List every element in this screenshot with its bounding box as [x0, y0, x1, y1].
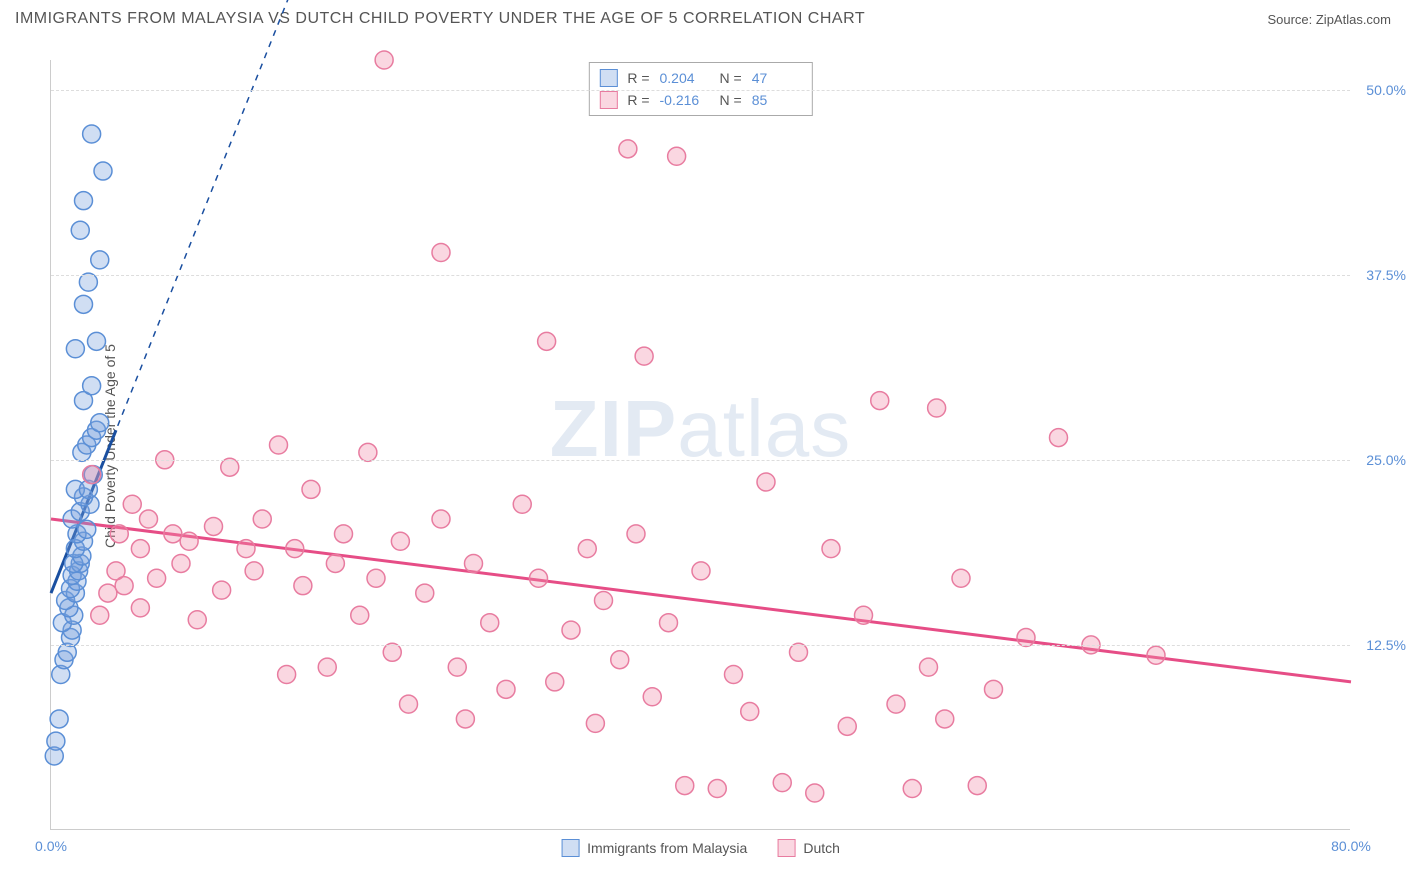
legend-row-dutch: R = -0.216 N = 85: [599, 89, 801, 111]
legend-swatch-malaysia: [599, 69, 617, 87]
chart-title: IMMIGRANTS FROM MALAYSIA VS DUTCH CHILD …: [15, 10, 865, 28]
legend-label-malaysia: Immigrants from Malaysia: [587, 840, 747, 856]
x-tick-label: 0.0%: [35, 838, 67, 854]
x-tick-label: 80.0%: [1331, 838, 1371, 854]
y-tick-label: 50.0%: [1356, 82, 1406, 98]
legend-item-malaysia: Immigrants from Malaysia: [561, 839, 747, 857]
r-value-dutch: -0.216: [660, 92, 710, 108]
source-name: ZipAtlas.com: [1316, 12, 1391, 27]
chart-source: Source: ZipAtlas.com: [1267, 12, 1391, 27]
y-tick-label: 25.0%: [1356, 452, 1406, 468]
legend-swatch-icon: [777, 839, 795, 857]
chart-header: IMMIGRANTS FROM MALAYSIA VS DUTCH CHILD …: [15, 10, 1391, 28]
legend-row-malaysia: R = 0.204 N = 47: [599, 67, 801, 89]
n-value-malaysia: 47: [752, 70, 802, 86]
chart-svg: [51, 60, 1351, 830]
gridline: [51, 460, 1350, 461]
legend-label-dutch: Dutch: [803, 840, 840, 856]
legend-swatch-icon: [561, 839, 579, 857]
gridline: [51, 90, 1350, 91]
source-prefix: Source:: [1267, 12, 1315, 27]
r-label: R =: [627, 92, 649, 108]
legend-item-dutch: Dutch: [777, 839, 840, 857]
scatter-chart: ZIPatlas R = 0.204 N = 47 R = -0.216 N =…: [50, 60, 1350, 830]
n-value-dutch: 85: [752, 92, 802, 108]
legend-swatch-dutch: [599, 91, 617, 109]
y-tick-label: 12.5%: [1356, 637, 1406, 653]
gridline: [51, 275, 1350, 276]
n-label: N =: [720, 92, 742, 108]
y-tick-label: 37.5%: [1356, 267, 1406, 283]
n-label: N =: [720, 70, 742, 86]
gridline: [51, 645, 1350, 646]
r-value-malaysia: 0.204: [660, 70, 710, 86]
series-legend: Immigrants from Malaysia Dutch: [561, 839, 840, 857]
r-label: R =: [627, 70, 649, 86]
